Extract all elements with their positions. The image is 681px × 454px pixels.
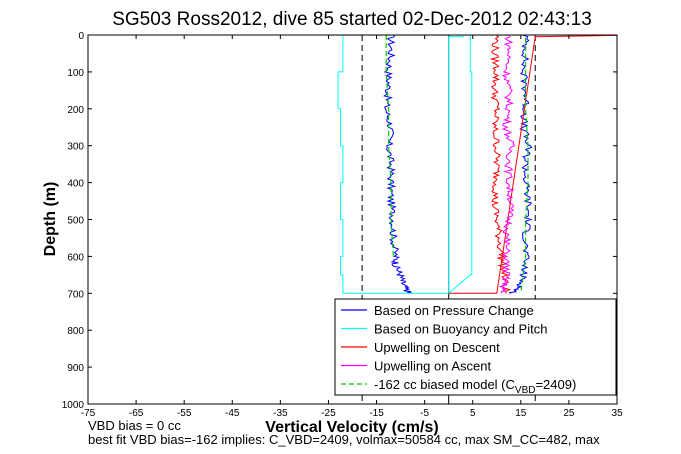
series-0-segment-0	[383, 35, 413, 294]
x-tick-label: -45	[225, 408, 240, 419]
x-tick-label: 5	[470, 408, 476, 419]
y-tick-label: 900	[67, 363, 84, 374]
series-0-segment-1	[508, 35, 533, 294]
y-tick-label: 700	[67, 289, 84, 300]
x-tick-label: -25	[321, 408, 336, 419]
series-1-segment-0	[88, 35, 449, 294]
plot-area	[88, 35, 617, 404]
legend-label-3: Upwelling on Ascent	[374, 359, 491, 374]
legend-label-subscript: VBD	[515, 385, 536, 396]
y-tick-label: 200	[67, 105, 84, 116]
y-tick-label: 800	[67, 326, 84, 337]
x-tick-label: -75	[81, 408, 96, 419]
series-4-segment-0	[328, 35, 529, 294]
x-tick-label: 15	[515, 408, 527, 419]
y-tick-label: 1000	[62, 400, 85, 411]
x-tick-label: -55	[177, 408, 192, 419]
y-tick-label: 0	[78, 31, 84, 42]
series-1-segment-1	[448, 35, 473, 294]
legend-label-1: Based on Buoyancy and Pitch	[374, 322, 547, 337]
y-tick-label: 600	[67, 252, 84, 263]
x-tick-label: 25	[563, 408, 575, 419]
series-3-segment-0	[499, 35, 516, 294]
x-tick-label: -15	[369, 408, 384, 419]
x-tick-label: -5	[420, 408, 429, 419]
footer-vbd-bias: VBD bias = 0 cc	[88, 418, 181, 433]
y-tick-label: 100	[67, 68, 84, 79]
x-tick-label: 35	[611, 408, 623, 419]
x-tick-label: -65	[129, 408, 144, 419]
y-axis-label: Depth (m)	[42, 182, 59, 257]
legend: Based on Pressure Change Based on Buoyanc…	[334, 298, 617, 396]
axes: -75 -65 -55 -45 -35 -25 -15 -5 5 15 25 350100200300…	[62, 31, 623, 419]
y-tick-label: 300	[67, 142, 84, 153]
legend-label-2: Upwelling on Descent	[374, 340, 500, 355]
legend-box	[334, 298, 617, 396]
footer-best-fit: best fit VBD bias=-162 implies: C_VBD=24…	[88, 432, 600, 447]
legend-label-0: Based on Pressure Change	[374, 303, 534, 318]
legend-label-suffix: =2409)	[535, 377, 576, 392]
x-axis-label: Vertical Velocity (cm/s)	[265, 419, 438, 436]
y-tick-label: 500	[67, 216, 84, 227]
chart-title: SG503 Ross2012, dive 85 started 02-Dec-2…	[112, 9, 592, 30]
series-2-segment-0	[489, 35, 512, 294]
series-4-segment-1	[385, 35, 394, 257]
y-tick-label: 400	[67, 179, 84, 190]
series-2-segment-1	[448, 35, 617, 294]
x-tick-label: -35	[273, 408, 288, 419]
